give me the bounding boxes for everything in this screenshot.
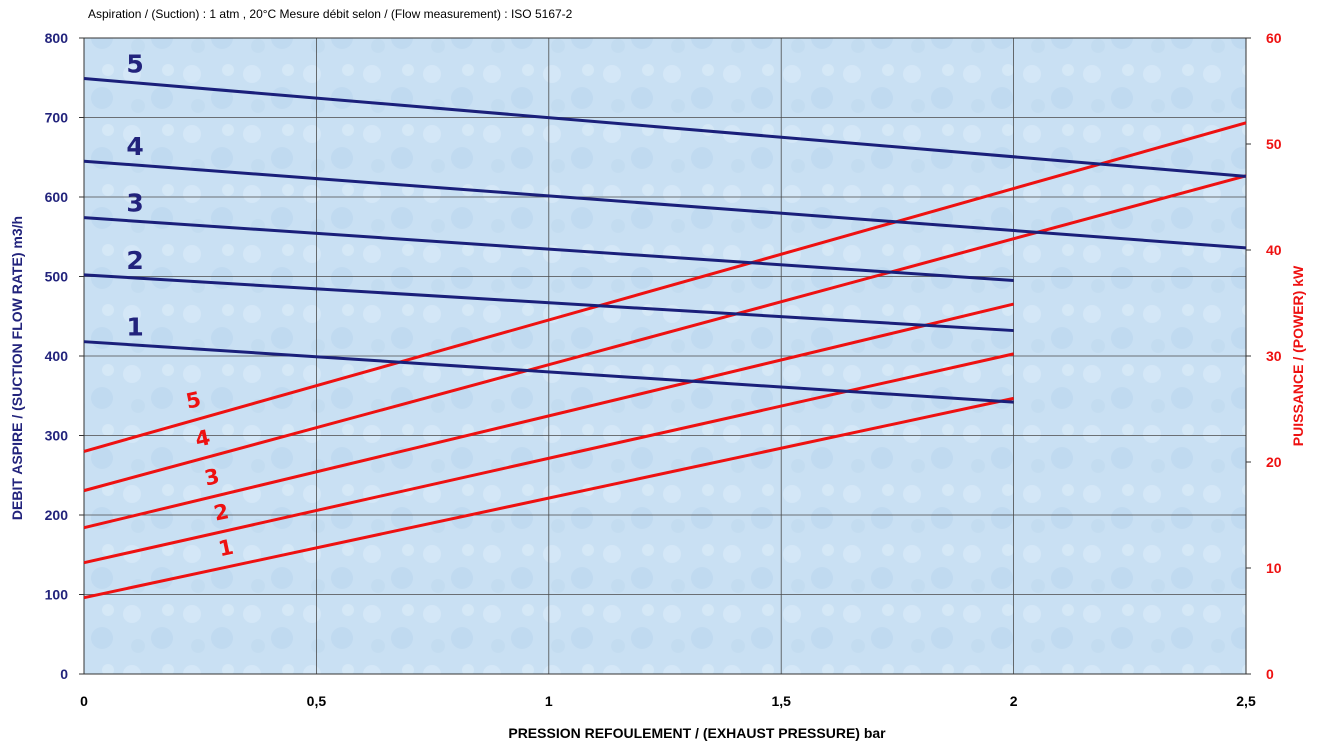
- left-tick-label: 800: [45, 30, 69, 46]
- flow-line-4: [83, 159, 1247, 250]
- x-axis-title: PRESSION REFOULEMENT / (EXHAUST PRESSURE…: [508, 725, 886, 741]
- power-line-2: [83, 352, 1014, 565]
- right-tick-label: 20: [1266, 454, 1282, 470]
- right-tick-label: 10: [1266, 560, 1282, 576]
- flow-line-2: [83, 273, 1014, 333]
- left-tick-label: 0: [60, 666, 68, 682]
- x-tick-label: 0,5: [307, 693, 327, 709]
- left-tick-label: 600: [45, 189, 69, 205]
- right-tick-label: 50: [1266, 136, 1282, 152]
- flow-line-5: [83, 77, 1247, 178]
- left-tick-label: 500: [45, 269, 69, 285]
- x-tick-label: 1,5: [771, 693, 791, 709]
- power-series-label-4: 4: [193, 425, 212, 452]
- left-tick-label: 300: [45, 428, 69, 444]
- left-tick-label: 400: [45, 348, 69, 364]
- flow-series-label-4: 4: [126, 132, 143, 161]
- power-line-5: [83, 121, 1247, 453]
- right-tick-label: 40: [1266, 242, 1282, 258]
- right-axis-ticks: 0 10 20 30 40 50 60: [1246, 30, 1282, 682]
- power-series-label-2: 2: [212, 499, 231, 526]
- chart-subtitle: Aspiration / (Suction) : 1 atm , 20°C Me…: [88, 7, 573, 21]
- flow-series-label-1: 1: [126, 313, 143, 342]
- flow-curves: [83, 77, 1247, 404]
- flow-series-label-2: 2: [126, 246, 143, 275]
- power-line-4: [83, 174, 1247, 493]
- x-tick-label: 1: [545, 693, 553, 709]
- left-tick-label: 200: [45, 507, 69, 523]
- power-series-label-5: 5: [184, 387, 203, 414]
- power-series-label-3: 3: [202, 464, 221, 491]
- x-tick-label: 0: [80, 693, 88, 709]
- flow-series-label-5: 5: [126, 50, 143, 79]
- flow-line-3: [83, 216, 1014, 282]
- series-number-labels: 1 2 3 4 5 1 2 3 4 5: [126, 50, 235, 562]
- left-axis-ticks: 0 100 200 300 400 500 600 700 800: [45, 30, 84, 682]
- x-tick-label: 2: [1010, 693, 1018, 709]
- left-tick-label: 700: [45, 110, 69, 126]
- left-tick-label: 100: [45, 587, 69, 603]
- power-line-1: [83, 396, 1014, 600]
- x-tick-label: 2,5: [1236, 693, 1256, 709]
- right-axis-title: PUISSANCE / (POWER) kW: [1290, 265, 1306, 446]
- flow-series-label-3: 3: [126, 189, 143, 218]
- x-axis-ticks: 0 0,5 1 1,5 2 2,5: [80, 693, 1256, 709]
- power-series-label-1: 1: [216, 535, 235, 562]
- left-axis-title: DEBIT ASPIRE / (SUCTION FLOW RATE) m3/h: [9, 216, 25, 520]
- right-tick-label: 60: [1266, 30, 1282, 46]
- power-line-3: [83, 302, 1014, 530]
- right-tick-label: 30: [1266, 348, 1282, 364]
- flow-line-1: [83, 340, 1014, 404]
- right-tick-label: 0: [1266, 666, 1274, 682]
- power-curves: [83, 121, 1247, 600]
